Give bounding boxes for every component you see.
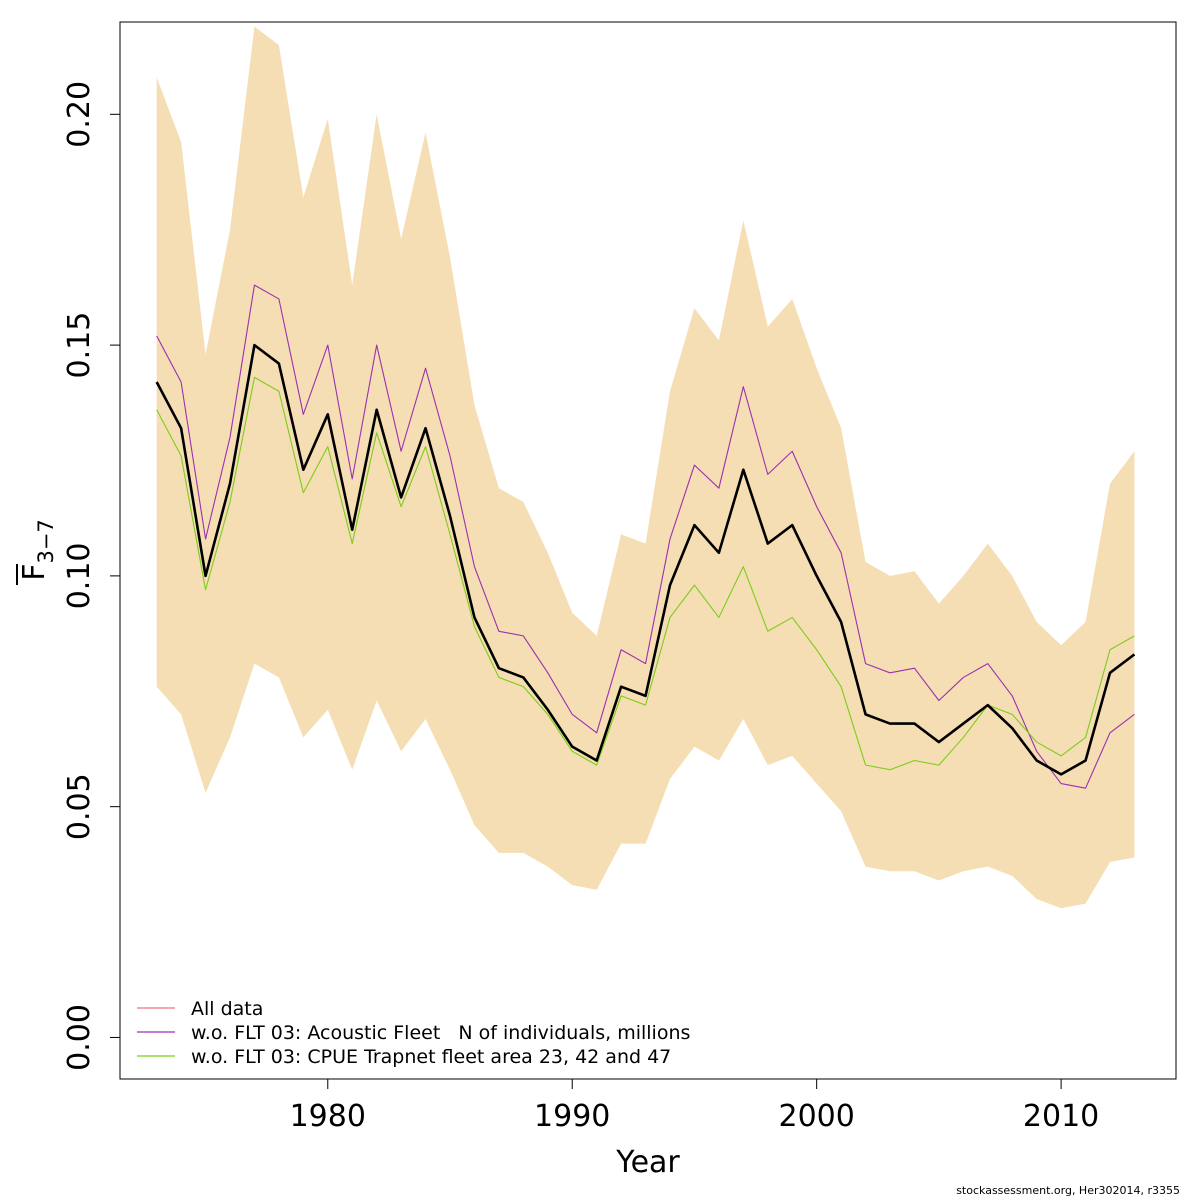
legend-label-acoustic: w.o. FLT 03: Acoustic Fleet N of individ… [191, 1022, 690, 1044]
x-tick-label: 1980 [290, 1099, 366, 1134]
x-tick-label: 1990 [534, 1099, 610, 1134]
legend-label-all-data: All data [191, 998, 263, 1020]
x-tick-label: 2000 [778, 1099, 854, 1134]
series-line-acoustic [156, 284, 1135, 789]
credit-text: stockassessment.org, Her302014, r3355 [956, 1184, 1180, 1197]
plot-frame [119, 21, 1177, 1080]
y-tick-label: 0.20 [62, 81, 97, 148]
y-axis-title-subscript: 3−7 [34, 519, 58, 563]
legend: All data w.o. FLT 03: Acoustic Fleet N o… [137, 998, 690, 1068]
y-axis-title-main: F [17, 564, 52, 581]
y-axis: 0.00 0.05 0.10 0.15 0.20 [62, 81, 120, 1071]
series-line-cpue [156, 376, 1135, 771]
x-axis: 1980 1990 2000 2010 [290, 1079, 1099, 1134]
y-tick-label: 0.10 [62, 542, 97, 609]
y-axis-title: F3−7 [16, 519, 58, 585]
legend-label-cpue: w.o. FLT 03: CPUE Trapnet fleet area 23,… [191, 1046, 671, 1068]
confidence-band-layer [156, 26, 1135, 909]
y-tick-label: 0.15 [62, 312, 97, 379]
x-axis-title: Year [615, 1145, 680, 1180]
series-lines-layer [155, 284, 1136, 789]
series-line-all-data [155, 343, 1136, 776]
confidence-band [156, 26, 1135, 909]
x-tick-label: 2010 [1023, 1099, 1099, 1134]
svg-text:F3−7: F3−7 [17, 519, 58, 581]
y-tick-label: 0.00 [62, 1004, 97, 1071]
y-tick-label: 0.05 [62, 773, 97, 840]
